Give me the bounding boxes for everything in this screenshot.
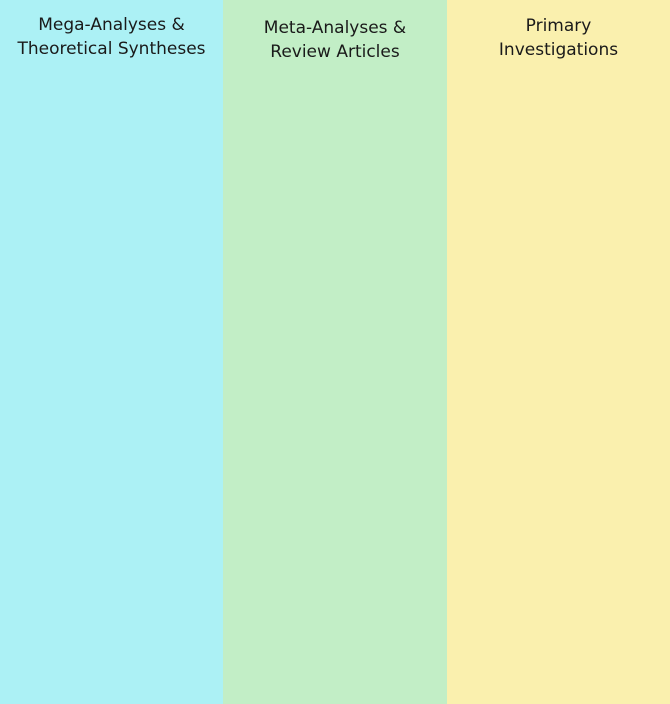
column-title-line: Theoretical Syntheses: [17, 39, 206, 59]
column-title-line: Investigations: [498, 40, 619, 60]
column-title-line: Primary: [525, 16, 592, 36]
column-title-mega-analyses: Mega-Analyses & Theoretical Syntheses: [0, 13, 223, 61]
column-primary-investigations: Primary Investigations: [447, 0, 670, 704]
column-title-meta-analyses: Meta-Analyses & Review Articles: [223, 16, 447, 64]
column-title-line: Review Articles: [270, 42, 400, 62]
column-mega-analyses: Mega-Analyses & Theoretical Syntheses: [0, 0, 223, 704]
column-title-line: Meta-Analyses &: [263, 18, 407, 38]
column-meta-analyses: Meta-Analyses & Review Articles: [223, 0, 447, 704]
column-title-line: Mega-Analyses &: [38, 15, 185, 35]
column-title-primary-investigations: Primary Investigations: [447, 14, 670, 62]
